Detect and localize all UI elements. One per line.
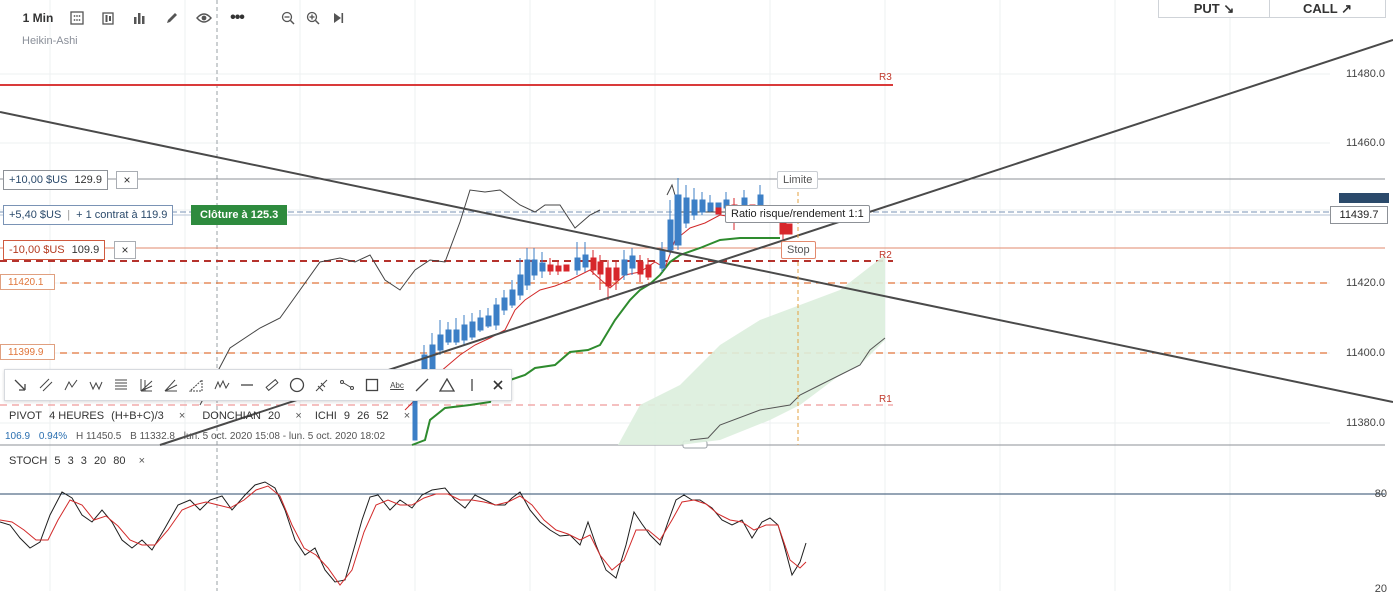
eye-icon[interactable] (194, 8, 214, 28)
play-icon[interactable] (329, 8, 347, 28)
horizontal-line-icon[interactable] (238, 376, 256, 394)
fib-fan-icon[interactable] (137, 376, 155, 394)
current-price-badge: 11439.7 (1330, 206, 1388, 224)
put-button[interactable]: PUT ↘ (1158, 0, 1270, 18)
level-label-11400: 11399.9 (0, 344, 55, 360)
wave-icon[interactable] (87, 376, 105, 394)
layout-icon[interactable] (68, 8, 86, 28)
close-icon[interactable] (489, 376, 507, 394)
info-low: B 11332.8 (130, 431, 175, 442)
kijun-line (411, 237, 780, 446)
info-high: H 11450.5 (75, 431, 122, 442)
price-tick: 11460.0 (1346, 137, 1385, 149)
stop-loss-level: 109.9 (71, 244, 100, 256)
stop-tag[interactable]: Stop (781, 241, 816, 259)
take-profit-amount: +10,00 $US (9, 174, 68, 186)
tenkan-line (404, 211, 781, 411)
triangle-ruler-icon[interactable] (187, 376, 205, 394)
grid-lines (0, 0, 1330, 591)
rectangle-icon[interactable] (363, 376, 381, 394)
more-icon[interactable]: ••• (230, 9, 245, 26)
risk-reward-tag: Ratio risque/rendement 1:1 (725, 205, 870, 223)
ichimoku-cloud (618, 255, 885, 445)
cloud-lower-line (689, 337, 886, 441)
call-button[interactable]: CALL ↗ (1269, 0, 1386, 18)
circle-icon[interactable] (288, 376, 306, 394)
stoch-legend: STOCH 5 3 3 20 80 × (9, 455, 149, 467)
ruler-icon[interactable] (263, 376, 281, 394)
ichimoku-close-button[interactable]: × (403, 410, 411, 422)
vertical-line-icon[interactable] (463, 376, 481, 394)
top-toolbar: 1 Min ••• (0, 0, 360, 36)
position-box[interactable]: +5,40 $US | + 1 contrat à 119.9 (3, 205, 174, 225)
price-tick: 11400.0 (1346, 347, 1385, 359)
zoom-in-icon[interactable] (304, 8, 322, 28)
stop-loss-close-button[interactable]: × (114, 241, 136, 259)
stoch-close-button[interactable]: × (138, 455, 145, 467)
interval-selector[interactable]: 1 Min (22, 11, 54, 25)
elliott-wave-icon[interactable] (213, 376, 231, 394)
zigzag-icon[interactable] (62, 376, 80, 394)
bars-icon[interactable] (130, 8, 148, 28)
donchian-close-button[interactable]: × (295, 410, 302, 422)
descending-trendline (0, 111, 1393, 403)
take-profit-close-button[interactable]: × (116, 171, 138, 189)
stoch-tick-80: 80 (1374, 488, 1387, 500)
info-value: 106.9 (5, 431, 31, 442)
close-position-button[interactable]: Clôture à 125.3 (191, 205, 288, 225)
zoom-out-icon[interactable] (279, 8, 297, 28)
price-tick: 11480.0 (1346, 68, 1385, 80)
r3-label: R3 (879, 72, 892, 83)
price-tick: 11420.0 (1346, 277, 1385, 289)
pitchfork-icon[interactable] (313, 376, 331, 394)
donchian-label[interactable]: DONCHIAN 20 (202, 410, 281, 422)
stop-loss-amount: -10,00 $US (9, 244, 65, 256)
take-profit-box[interactable]: +10,00 $US 129.9 (3, 170, 108, 190)
info-change: 0.94% (38, 431, 68, 442)
drawing-toolbar: Abc (4, 369, 512, 401)
pivot-close-button[interactable]: × (178, 410, 186, 422)
text-abc-icon[interactable]: Abc (390, 380, 404, 390)
ohlc-info-bar: 106.9 0.94% H 11450.5 B 11332.8 lun. 5 o… (5, 431, 385, 442)
level-label-11420: 11420.1 (0, 274, 55, 290)
position-contracts: + 1 contrat à 119.9 (76, 209, 168, 221)
price-tick: 11380.0 (1346, 417, 1385, 429)
take-profit-level: 129.9 (74, 174, 102, 186)
stoch-tick-20: 20 (1374, 583, 1387, 595)
position-amount: +5,40 $US (9, 209, 62, 221)
info-range: lun. 5 oct. 2020 15:08 - lun. 5 oct. 202… (183, 431, 386, 442)
parallel-lines-icon[interactable] (37, 376, 55, 394)
limit-tag[interactable]: Limite (777, 171, 819, 189)
chart-type-label: Heikin-Ashi (22, 35, 78, 47)
line-icon[interactable] (413, 376, 431, 394)
stoch-k-line (0, 481, 807, 583)
indicator-legend: PIVOT 4 HEURES (H+B+C)/3 × DONCHIAN 20 ×… (9, 410, 414, 422)
angle-icon[interactable] (162, 376, 180, 394)
arrow-down-right-icon[interactable] (11, 376, 29, 394)
triangle-icon[interactable] (438, 376, 456, 394)
stoch-d-line (0, 485, 807, 586)
fib-grid-icon[interactable] (112, 376, 130, 394)
candle-icon[interactable] (99, 8, 117, 28)
stop-loss-box[interactable]: -10,00 $US 109.9 (3, 240, 106, 260)
price-axis[interactable]: 11480.0 11460.0 11420.0 11400.0 11380.0 … (1330, 0, 1393, 595)
donchian-upper-line (199, 189, 601, 406)
pivot-label[interactable]: PIVOT 4 HEURES (H+B+C)/3 (9, 410, 164, 422)
ichimoku-label[interactable]: ICHI 9 26 52 (314, 410, 389, 422)
r1-label: R1 (879, 394, 892, 405)
r2-label: R2 (879, 250, 892, 261)
pencil-icon[interactable] (163, 8, 181, 28)
path-icon[interactable] (338, 376, 356, 394)
price-tick-hidden (1339, 193, 1389, 203)
stoch-label[interactable]: STOCH 5 3 3 20 80 (9, 455, 126, 467)
